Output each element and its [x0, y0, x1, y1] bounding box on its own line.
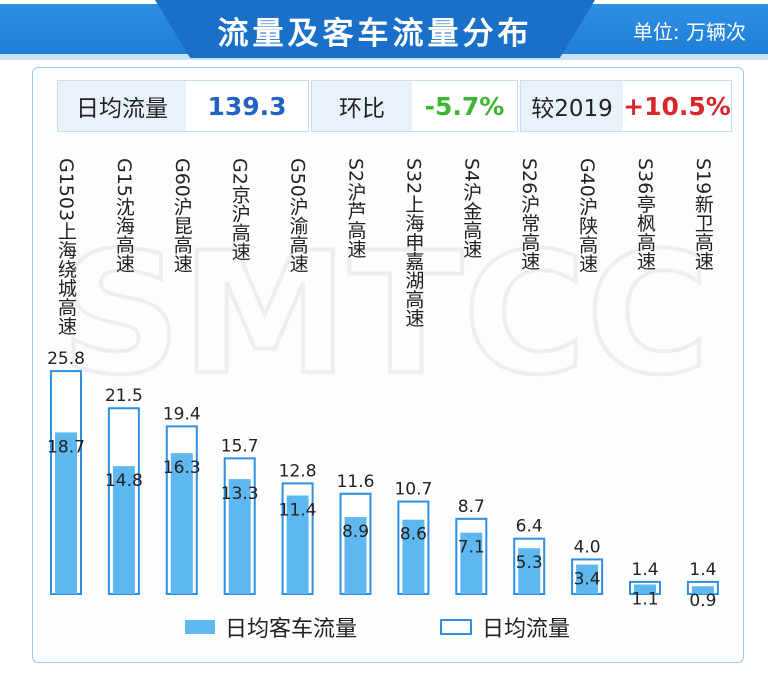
value-label-total: 15.7 — [221, 436, 259, 456]
value-label-total: 21.5 — [105, 386, 143, 406]
category-label: G2京沪高速 — [229, 158, 251, 261]
stat-daily-flow: 日均流量 139.3 — [57, 80, 309, 132]
legend-swatch-total — [440, 619, 472, 635]
bar-passenger — [460, 532, 483, 594]
bar-passenger — [344, 517, 367, 594]
value-label-total: 1.4 — [689, 560, 716, 580]
bar-passenger — [518, 548, 541, 594]
category-label: G15沈海高速 — [113, 158, 135, 273]
bar-passenger — [576, 564, 599, 594]
stat-mom: 环比 -5.7% — [311, 80, 518, 132]
bar-passenger — [691, 586, 714, 594]
page-title: 流量及客车流量分布 — [217, 16, 533, 52]
category-label: S19新卫高速 — [692, 158, 714, 270]
value-label-total: 12.8 — [279, 461, 317, 481]
value-label-passenger: 18.7 — [47, 437, 85, 457]
value-label-passenger: 3.4 — [574, 570, 601, 590]
category-label: G1503上海绕城高速 — [55, 158, 77, 335]
value-label-total: 1.4 — [631, 560, 658, 580]
value-label-total: 4.0 — [574, 537, 601, 557]
value-label-total: 19.4 — [163, 404, 201, 424]
stat-daily-flow-value: 139.3 — [207, 91, 287, 121]
legend-item-total: 日均流量 — [440, 612, 570, 642]
bar-passenger — [228, 479, 251, 594]
legend-label-total: 日均流量 — [482, 617, 571, 642]
stat-mom-label: 环比 — [312, 81, 412, 131]
legend-swatch-passenger — [185, 620, 215, 634]
stat-yoy: 较2019 +10.5% — [520, 80, 732, 132]
value-label-passenger: 14.8 — [105, 471, 143, 491]
title-tab — [155, 0, 595, 58]
legend-item-passenger: 日均客车流量 — [185, 612, 357, 642]
category-label: G40沪陕高速 — [576, 158, 598, 273]
category-label: S2沪芦高速 — [345, 158, 367, 258]
category-label: S4沪金高速 — [460, 158, 482, 258]
value-label-total: 11.6 — [337, 472, 375, 492]
value-label-total: 8.7 — [458, 497, 485, 517]
value-label-passenger: 0.9 — [689, 591, 716, 611]
bar-passenger — [402, 519, 425, 594]
value-label-passenger: 16.3 — [163, 458, 201, 478]
chart-frame — [32, 67, 744, 663]
watermark: SMTCC — [60, 216, 709, 412]
stat-yoy-label: 较2019 — [521, 81, 623, 131]
value-label-passenger: 7.1 — [458, 538, 485, 558]
value-label-passenger: 5.3 — [516, 553, 543, 573]
value-label-total: 6.4 — [516, 517, 543, 537]
value-label-passenger: 11.4 — [279, 501, 317, 521]
category-label: S36亭枫高速 — [634, 158, 656, 270]
stat-yoy-value: +10.5% — [623, 91, 731, 121]
category-label: G60沪昆高速 — [171, 158, 193, 273]
bars-group: 25.8 18.7 G1503上海绕城高速 21.5 14.8 G15沈海高速 19.4 16… — [47, 158, 719, 611]
value-label-passenger: 13.3 — [221, 484, 259, 504]
value-label-passenger: 1.1 — [631, 589, 658, 609]
bar-passenger — [112, 466, 135, 594]
value-label-total: 25.8 — [47, 349, 85, 369]
value-label-passenger: 8.6 — [400, 525, 427, 545]
bar-passenger — [170, 453, 193, 594]
bar-passenger — [286, 495, 309, 594]
category-label: G50沪渝高速 — [287, 158, 309, 273]
stat-daily-flow-label: 日均流量 — [58, 81, 186, 131]
stat-mom-value: -5.7% — [424, 91, 505, 121]
bar-passenger — [55, 432, 77, 594]
category-label: S26沪常高速 — [518, 158, 540, 270]
category-label: S32上海申嘉湖高速 — [402, 158, 424, 327]
bar-passenger — [634, 584, 656, 594]
value-label-passenger: 8.9 — [342, 522, 369, 542]
value-label-total: 10.7 — [394, 480, 432, 500]
legend-label-passenger: 日均客车流量 — [225, 617, 358, 642]
header-banner: 流量及客车流量分布 单位: 万辆次 — [0, 0, 768, 60]
unit-label: 单位: 万辆次 — [632, 20, 746, 44]
